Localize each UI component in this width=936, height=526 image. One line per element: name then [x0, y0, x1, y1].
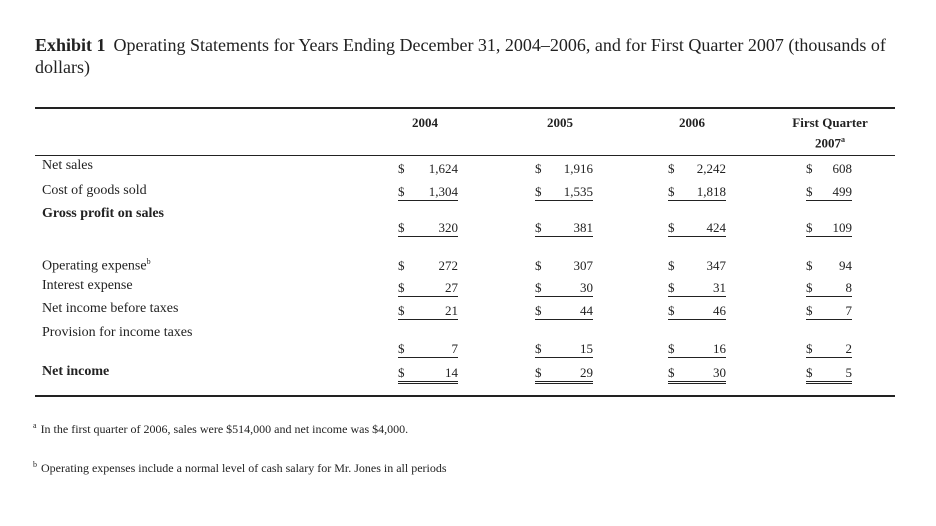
cell-value: $ 424: [668, 220, 726, 237]
row-label: Provision for income taxes: [42, 324, 192, 342]
cell-value: $ 381: [535, 220, 593, 237]
row-label-text: Net sales: [42, 158, 93, 173]
cell-value: $ 1,818: [668, 184, 726, 201]
cell-value: $ 2: [806, 341, 852, 358]
title: Exhibit 1 Operating Statements for Years …: [35, 34, 915, 78]
column-header: 2005: [500, 114, 620, 131]
footnote-mark: b: [33, 460, 37, 469]
column-header: 2004: [365, 114, 485, 131]
cell-value: $ 109: [806, 220, 852, 237]
cell-value: $ 1,916: [535, 161, 593, 176]
cell-value: $ 8: [806, 280, 852, 297]
cell-value: $ 7: [398, 341, 458, 358]
footnote-ref: b: [146, 257, 151, 266]
row-label-text: Interest expense: [42, 278, 133, 293]
cell-value: $ 1,535: [535, 184, 593, 201]
cell-value: $ 46: [668, 303, 726, 320]
cell-value: $ 347: [668, 258, 726, 273]
cell-value: $ 1,304: [398, 184, 458, 201]
footnote-mark: a: [33, 421, 37, 430]
column-label: 2006: [679, 115, 705, 130]
cell-value: $ 608: [806, 161, 852, 176]
cell-value: $ 15: [535, 341, 593, 358]
cell-value: $ 30: [668, 364, 726, 384]
column-label: 2005: [547, 115, 573, 130]
row-label: Net income: [42, 363, 109, 381]
row-label-text: Net income before taxes: [42, 301, 179, 316]
cell-value: $ 5: [806, 364, 852, 384]
cell-value: $ 44: [535, 303, 593, 320]
row-label-text: Net income: [42, 364, 110, 379]
top-rule: [35, 107, 895, 109]
bottom-rule: [35, 395, 895, 397]
footnote: b Operating expenses include a normal lev…: [33, 457, 447, 476]
footnote-text: Operating expenses include a normal leve…: [41, 461, 447, 475]
cell-value: $ 27: [398, 280, 458, 297]
cell-value: $ 94: [806, 258, 852, 273]
cell-value: $ 31: [668, 280, 726, 297]
exhibit-label: Exhibit 1: [35, 35, 106, 55]
cell-value: $ 29: [535, 364, 593, 384]
row-label: Interest expense: [42, 277, 133, 295]
title-text: Operating Statements for Years Ending De…: [35, 35, 886, 77]
cell-value: $ 2,242: [668, 161, 726, 176]
row-label-text: Operating expense: [42, 258, 147, 274]
column-header: First Quarter 2007a: [785, 114, 875, 151]
column-label: 2004: [412, 115, 438, 130]
footnote: a In the first quarter of 2006, sales wer…: [33, 418, 408, 437]
cell-value: $ 14: [398, 364, 458, 384]
row-label: Net income before taxes: [42, 300, 178, 318]
cell-value: $ 7: [806, 303, 852, 320]
footnote-text: In the first quarter of 2006, sales were…: [40, 422, 409, 436]
cell-value: $ 30: [535, 280, 593, 297]
row-label: Operating expenseb: [42, 253, 151, 276]
cell-value: $ 1,624: [398, 161, 458, 176]
row-label: Cost of goods sold: [42, 182, 147, 200]
cell-value: $ 307: [535, 258, 593, 273]
row-label: Net sales: [42, 157, 93, 175]
cell-value: $ 320: [398, 220, 458, 237]
row-label: Gross profit on sales: [42, 205, 164, 223]
column-label: First Quarter 2007: [792, 115, 868, 151]
cell-value: $ 499: [806, 184, 852, 201]
row-label-text: Gross profit on sales: [42, 206, 164, 221]
column-header: 2006: [632, 114, 752, 131]
footnote-ref: a: [841, 135, 845, 144]
cell-value: $ 21: [398, 303, 458, 320]
row-label-text: Cost of goods sold: [42, 183, 147, 198]
row-label-text: Provision for income taxes: [42, 325, 193, 340]
cell-value: $ 16: [668, 341, 726, 358]
cell-value: $ 272: [398, 258, 458, 273]
header-rule: [35, 155, 895, 156]
